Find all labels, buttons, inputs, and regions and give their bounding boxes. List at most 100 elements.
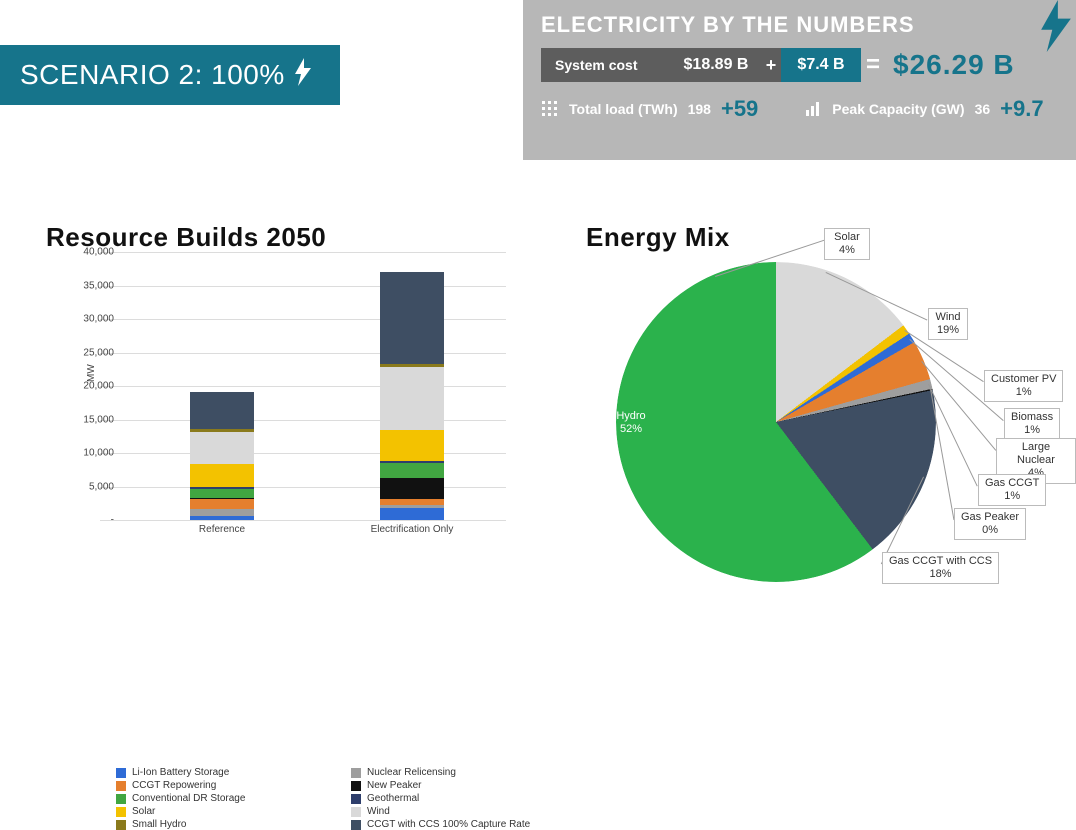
gridline	[100, 520, 506, 521]
y-tick: 35,000	[70, 280, 114, 291]
load-base: 198	[688, 101, 711, 117]
stats-title: ELECTRICITY BY THE NUMBERS	[541, 12, 1058, 38]
pie-label: Gas CCGT1%	[978, 474, 1046, 506]
gridline	[100, 286, 506, 287]
x-label: Reference	[160, 524, 284, 535]
legend-text: Conventional DR Storage	[132, 793, 245, 804]
bars-icon	[804, 100, 822, 118]
legend-swatch	[351, 768, 361, 778]
legend-item: Nuclear Relicensing	[351, 767, 576, 778]
load-delta: +59	[721, 96, 758, 122]
legend-text: Geothermal	[367, 793, 419, 804]
pie-label: Customer PV1%	[984, 370, 1063, 402]
bar-segment	[380, 430, 444, 461]
bar-segment	[380, 508, 444, 520]
bar-column	[380, 272, 444, 520]
cost-row: System cost $18.89 B + $7.4 B = $26.29 B	[541, 48, 1058, 82]
bolt-icon	[293, 58, 313, 93]
bar-column	[190, 392, 254, 520]
bar-segment	[190, 489, 254, 498]
legend-swatch	[116, 768, 126, 778]
pie-chart: Hydro52% Solar4%Wind19%Customer PV1%Biom…	[586, 222, 1066, 622]
legend-item: New Peaker	[351, 780, 576, 791]
y-tick: 10,000	[70, 448, 114, 459]
legend-text: Wind	[367, 806, 390, 817]
bar-legend: Li-Ion Battery Storage Nuclear Relicensin…	[116, 767, 576, 830]
legend-swatch	[116, 794, 126, 804]
pie-label: Wind19%	[928, 308, 968, 340]
peak-label: Peak Capacity (GW)	[832, 101, 964, 117]
legend-swatch	[351, 781, 361, 791]
y-tick: 5,000	[70, 481, 114, 492]
pie-inner-label-hydro: Hydro52%	[606, 410, 656, 436]
legend-text: CCGT with CCS 100% Capture Rate	[367, 819, 530, 830]
gridline	[100, 319, 506, 320]
cost-base: $18.89 B	[671, 48, 761, 82]
bar-segment	[380, 367, 444, 431]
legend-item: Conventional DR Storage	[116, 793, 341, 804]
legend-item: Wind	[351, 806, 576, 817]
grid-icon	[541, 100, 559, 118]
page-root: SCENARIO 2: 100% ELECTRICITY BY THE NUMB…	[0, 0, 1076, 636]
bar-plot	[100, 252, 506, 520]
gridline	[100, 252, 506, 253]
legend-swatch	[351, 794, 361, 804]
bolt-icon	[1036, 0, 1076, 63]
equals-icon: =	[861, 48, 885, 82]
pie-label: Gas CCGT with CCS18%	[882, 552, 999, 584]
legend-item: Small Hydro	[116, 819, 341, 830]
legend-item: Solar	[116, 806, 341, 817]
gridline	[100, 453, 506, 454]
peak-base: 36	[975, 101, 991, 117]
legend-item: CCGT Repowering	[116, 780, 341, 791]
y-tick: 30,000	[70, 314, 114, 325]
bar-segment	[190, 392, 254, 429]
bar-segment	[190, 516, 254, 520]
y-tick: 20,000	[70, 381, 114, 392]
scenario-title: SCENARIO 2: 100%	[20, 59, 285, 91]
bar-segment	[190, 509, 254, 516]
pie-label: Gas Peaker0%	[954, 508, 1026, 540]
cost-total: $26.29 B	[885, 48, 1015, 82]
y-tick: 15,000	[70, 414, 114, 425]
legend-text: CCGT Repowering	[132, 780, 216, 791]
stats-card: ELECTRICITY BY THE NUMBERS System cost $…	[523, 0, 1076, 160]
bar-segment	[380, 461, 444, 463]
legend-swatch	[351, 807, 361, 817]
legend-swatch	[351, 820, 361, 830]
bar-segment	[190, 429, 254, 432]
cost-add: $7.4 B	[781, 48, 861, 82]
bar-segment	[190, 432, 254, 464]
bar-segment	[380, 478, 444, 498]
legend-item: Geothermal	[351, 793, 576, 804]
legend-swatch	[116, 807, 126, 817]
x-label: Electrification Only	[350, 524, 474, 535]
bar-chart: MW Li-Ion Battery StorageNuclear Relicen…	[46, 222, 526, 632]
legend-swatch	[116, 781, 126, 791]
bar-segment	[190, 498, 254, 499]
legend-text: Nuclear Relicensing	[367, 767, 456, 778]
bar-segment	[380, 499, 444, 506]
legend-text: Solar	[132, 806, 155, 817]
metrics-row: Total load (TWh) 198 +59 Peak Capacity (…	[541, 96, 1058, 122]
cost-label: System cost	[541, 48, 671, 82]
legend-text: Small Hydro	[132, 819, 186, 830]
legend-item: CCGT with CCS 100% Capture Rate	[351, 819, 576, 830]
gridline	[100, 353, 506, 354]
y-tick: -	[70, 515, 114, 526]
bar-segment	[380, 505, 444, 508]
y-tick: 25,000	[70, 347, 114, 358]
pie-disc	[616, 262, 936, 582]
legend-swatch	[116, 820, 126, 830]
legend-item: Li-Ion Battery Storage	[116, 767, 341, 778]
bar-segment	[380, 272, 444, 364]
bar-segment	[380, 364, 444, 367]
bar-segment	[190, 499, 254, 508]
y-tick: 40,000	[70, 247, 114, 258]
pie-leader-line	[930, 389, 954, 520]
gridline	[100, 386, 506, 387]
peak-delta: +9.7	[1000, 96, 1043, 122]
gridline	[100, 487, 506, 488]
bar-segment	[190, 487, 254, 489]
legend-text: Li-Ion Battery Storage	[132, 767, 229, 778]
